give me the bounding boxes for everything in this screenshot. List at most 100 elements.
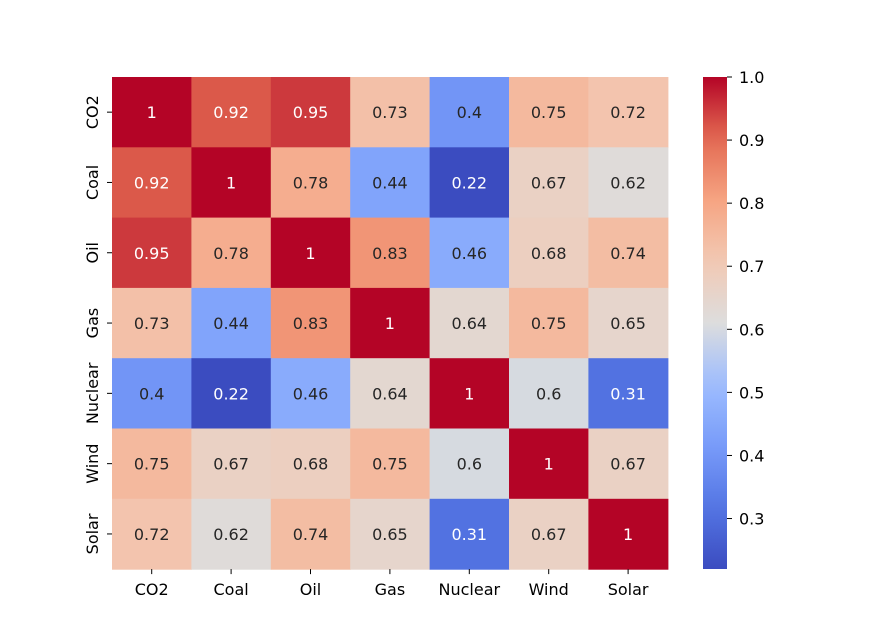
cell-value-label: 0.68 <box>293 455 329 474</box>
colorbar-tick-label: 0.4 <box>739 446 764 465</box>
heatmap-cell <box>509 287 589 359</box>
heatmap-cell <box>191 358 272 430</box>
cell-value-label: 0.64 <box>451 314 487 333</box>
cell-value-label: 0.73 <box>134 314 170 333</box>
cell-value-label: 0.4 <box>457 103 482 122</box>
heatmap-cell <box>588 498 669 570</box>
cell-value-label: 0.65 <box>372 525 408 544</box>
cell-value-label: 1 <box>305 244 315 263</box>
colorbar <box>703 77 727 569</box>
y-tick-label: CO2 <box>83 95 102 129</box>
cell-value-label: 0.22 <box>213 384 249 403</box>
heatmap-cell <box>270 498 351 570</box>
cell-value-label: 0.92 <box>213 103 249 122</box>
cell-value-label: 0.4 <box>139 384 164 403</box>
heatmap-cell <box>191 287 272 359</box>
x-tick-label: Nuclear <box>439 580 501 599</box>
cell-value-label: 1 <box>385 314 395 333</box>
cell-value-label: 0.67 <box>531 173 567 192</box>
cell-value-label: 0.75 <box>531 103 567 122</box>
heatmap-cell <box>112 147 192 219</box>
cell-value-label: 1 <box>147 103 157 122</box>
colorbar-tick-label: 0.8 <box>739 194 764 213</box>
cell-value-label: 0.72 <box>134 525 170 544</box>
cell-value-label: 0.83 <box>372 244 408 263</box>
heatmap-cell <box>112 498 192 570</box>
colorbar-tick-label: 0.5 <box>739 383 764 402</box>
x-tick-label: CO2 <box>135 580 169 599</box>
y-tick-label: Nuclear <box>83 362 102 424</box>
cell-value-label: 0.83 <box>293 314 329 333</box>
cell-value-label: 0.6 <box>536 384 561 403</box>
cell-value-label: 0.75 <box>372 455 408 474</box>
heatmap-cell <box>350 217 431 289</box>
heatmap-cell <box>350 498 431 570</box>
heatmap-cell <box>509 77 589 148</box>
cell-value-label: 0.72 <box>610 103 646 122</box>
heatmap-cell <box>112 287 192 359</box>
cell-value-label: 0.62 <box>213 525 249 544</box>
cell-value-label: 0.78 <box>213 244 249 263</box>
heatmap-cell <box>588 77 669 148</box>
heatmap-cell <box>350 287 431 359</box>
y-tick-label: Oil <box>83 242 102 263</box>
cell-value-label: 0.75 <box>531 314 567 333</box>
heatmap-cell <box>429 217 510 289</box>
heatmap-cell <box>191 498 272 570</box>
heatmap-cell <box>588 358 669 430</box>
heatmap-cell <box>191 428 272 500</box>
heatmap-cell <box>191 147 272 219</box>
cell-value-label: 1 <box>623 525 633 544</box>
cell-value-label: 0.22 <box>451 173 487 192</box>
y-tick-label: Coal <box>83 165 102 200</box>
heatmap-cell <box>429 287 510 359</box>
heatmap-cell <box>112 428 192 500</box>
heatmap-cell <box>429 358 510 430</box>
x-tick-label: Solar <box>608 580 649 599</box>
cell-value-label: 1 <box>226 173 236 192</box>
heatmap-cell <box>191 77 272 148</box>
heatmap-cell <box>112 217 192 289</box>
cell-value-label: 0.67 <box>531 525 567 544</box>
cell-value-label: 1 <box>544 455 554 474</box>
x-tick-label: Gas <box>375 580 406 599</box>
cell-value-label: 0.73 <box>372 103 408 122</box>
cell-value-label: 0.67 <box>213 455 249 474</box>
x-tick-label: Wind <box>529 580 569 599</box>
colorbar-tick-label: 1.0 <box>739 68 764 87</box>
heatmap-cell <box>350 358 431 430</box>
cell-value-label: 0.74 <box>610 244 646 263</box>
colorbar-tick-label: 0.6 <box>739 320 764 339</box>
cell-value-label: 0.31 <box>451 525 487 544</box>
heatmap-cell <box>270 147 351 219</box>
cell-value-label: 0.46 <box>293 384 329 403</box>
heatmap-cell <box>509 217 589 289</box>
cell-value-label: 0.6 <box>457 455 482 474</box>
cell-value-label: 0.64 <box>372 384 408 403</box>
heatmap-cell <box>588 147 669 219</box>
colorbar-tick-label: 0.3 <box>739 510 764 529</box>
heatmap-cell <box>509 358 589 430</box>
heatmap-cell <box>270 287 351 359</box>
cell-value-label: 0.67 <box>610 455 646 474</box>
x-tick-label: Coal <box>213 580 248 599</box>
heatmap-cell <box>270 77 351 148</box>
heatmap-cell <box>588 217 669 289</box>
heatmap-cell <box>270 358 351 430</box>
heatmap-cell <box>588 287 669 359</box>
cell-value-label: 0.62 <box>610 173 646 192</box>
cell-value-label: 0.46 <box>451 244 487 263</box>
heatmap-cell <box>588 428 669 500</box>
cell-value-label: 0.95 <box>293 103 329 122</box>
cell-value-label: 0.78 <box>293 173 329 192</box>
heatmap-cell <box>429 498 510 570</box>
y-tick-label: Solar <box>83 513 102 554</box>
heatmap-cell <box>112 77 192 148</box>
heatmap-cell <box>270 217 351 289</box>
cell-value-label: 0.74 <box>293 525 329 544</box>
heatmap-cell <box>509 498 589 570</box>
colorbar-tick-label: 0.7 <box>739 257 764 276</box>
heatmap-cell <box>509 428 589 500</box>
